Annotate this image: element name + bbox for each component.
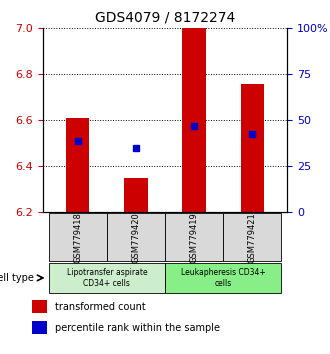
Bar [32,321,47,334]
FancyBboxPatch shape [49,263,165,293]
FancyBboxPatch shape [223,213,281,262]
Text: cell type: cell type [0,273,34,283]
Text: transformed count: transformed count [55,302,146,312]
Bar [32,300,47,313]
Text: GSM779419: GSM779419 [189,212,199,263]
Bar [124,178,148,212]
Text: percentile rank within the sample: percentile rank within the sample [55,323,220,333]
Text: Lipotransfer aspirate
CD34+ cells: Lipotransfer aspirate CD34+ cells [67,268,147,288]
Title: GDS4079 / 8172274: GDS4079 / 8172274 [95,10,235,24]
FancyBboxPatch shape [49,213,107,262]
FancyBboxPatch shape [165,263,281,293]
Text: Leukapheresis CD34+
cells: Leukapheresis CD34+ cells [181,268,266,288]
FancyBboxPatch shape [107,213,165,262]
Bar [241,84,264,212]
Bar [182,28,206,212]
Text: GSM779418: GSM779418 [73,212,82,263]
Text: GSM779421: GSM779421 [248,212,257,263]
Text: GSM779420: GSM779420 [131,212,141,263]
Bar [66,118,89,212]
FancyBboxPatch shape [165,213,223,262]
